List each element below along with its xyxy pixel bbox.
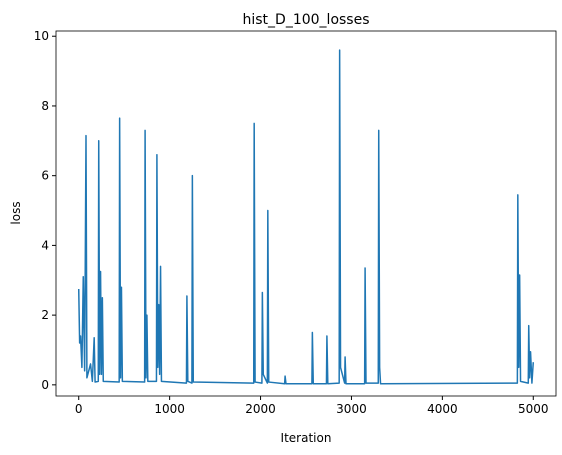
x-tick-label: 4000: [427, 402, 458, 416]
y-tick-label: 8: [41, 99, 49, 113]
x-tick-label: 2000: [245, 402, 276, 416]
x-tick-label: 0: [75, 402, 83, 416]
y-tick-label: 6: [41, 169, 49, 183]
loss-line: [77, 49, 535, 385]
x-tick-label: 3000: [336, 402, 367, 416]
x-axis-label: Iteration: [281, 431, 332, 445]
y-axis-label: loss: [9, 201, 23, 224]
x-tick-label: 1000: [154, 402, 185, 416]
axes-frame: [55, 30, 557, 397]
chart-title: hist_D_100_losses: [243, 12, 370, 28]
y-tick-label: 4: [41, 238, 49, 252]
y-tick-label: 0: [41, 378, 49, 392]
y-tick-label: 2: [41, 308, 49, 322]
x-tick-label: 5000: [518, 402, 549, 416]
y-tick-label: 10: [34, 29, 49, 43]
